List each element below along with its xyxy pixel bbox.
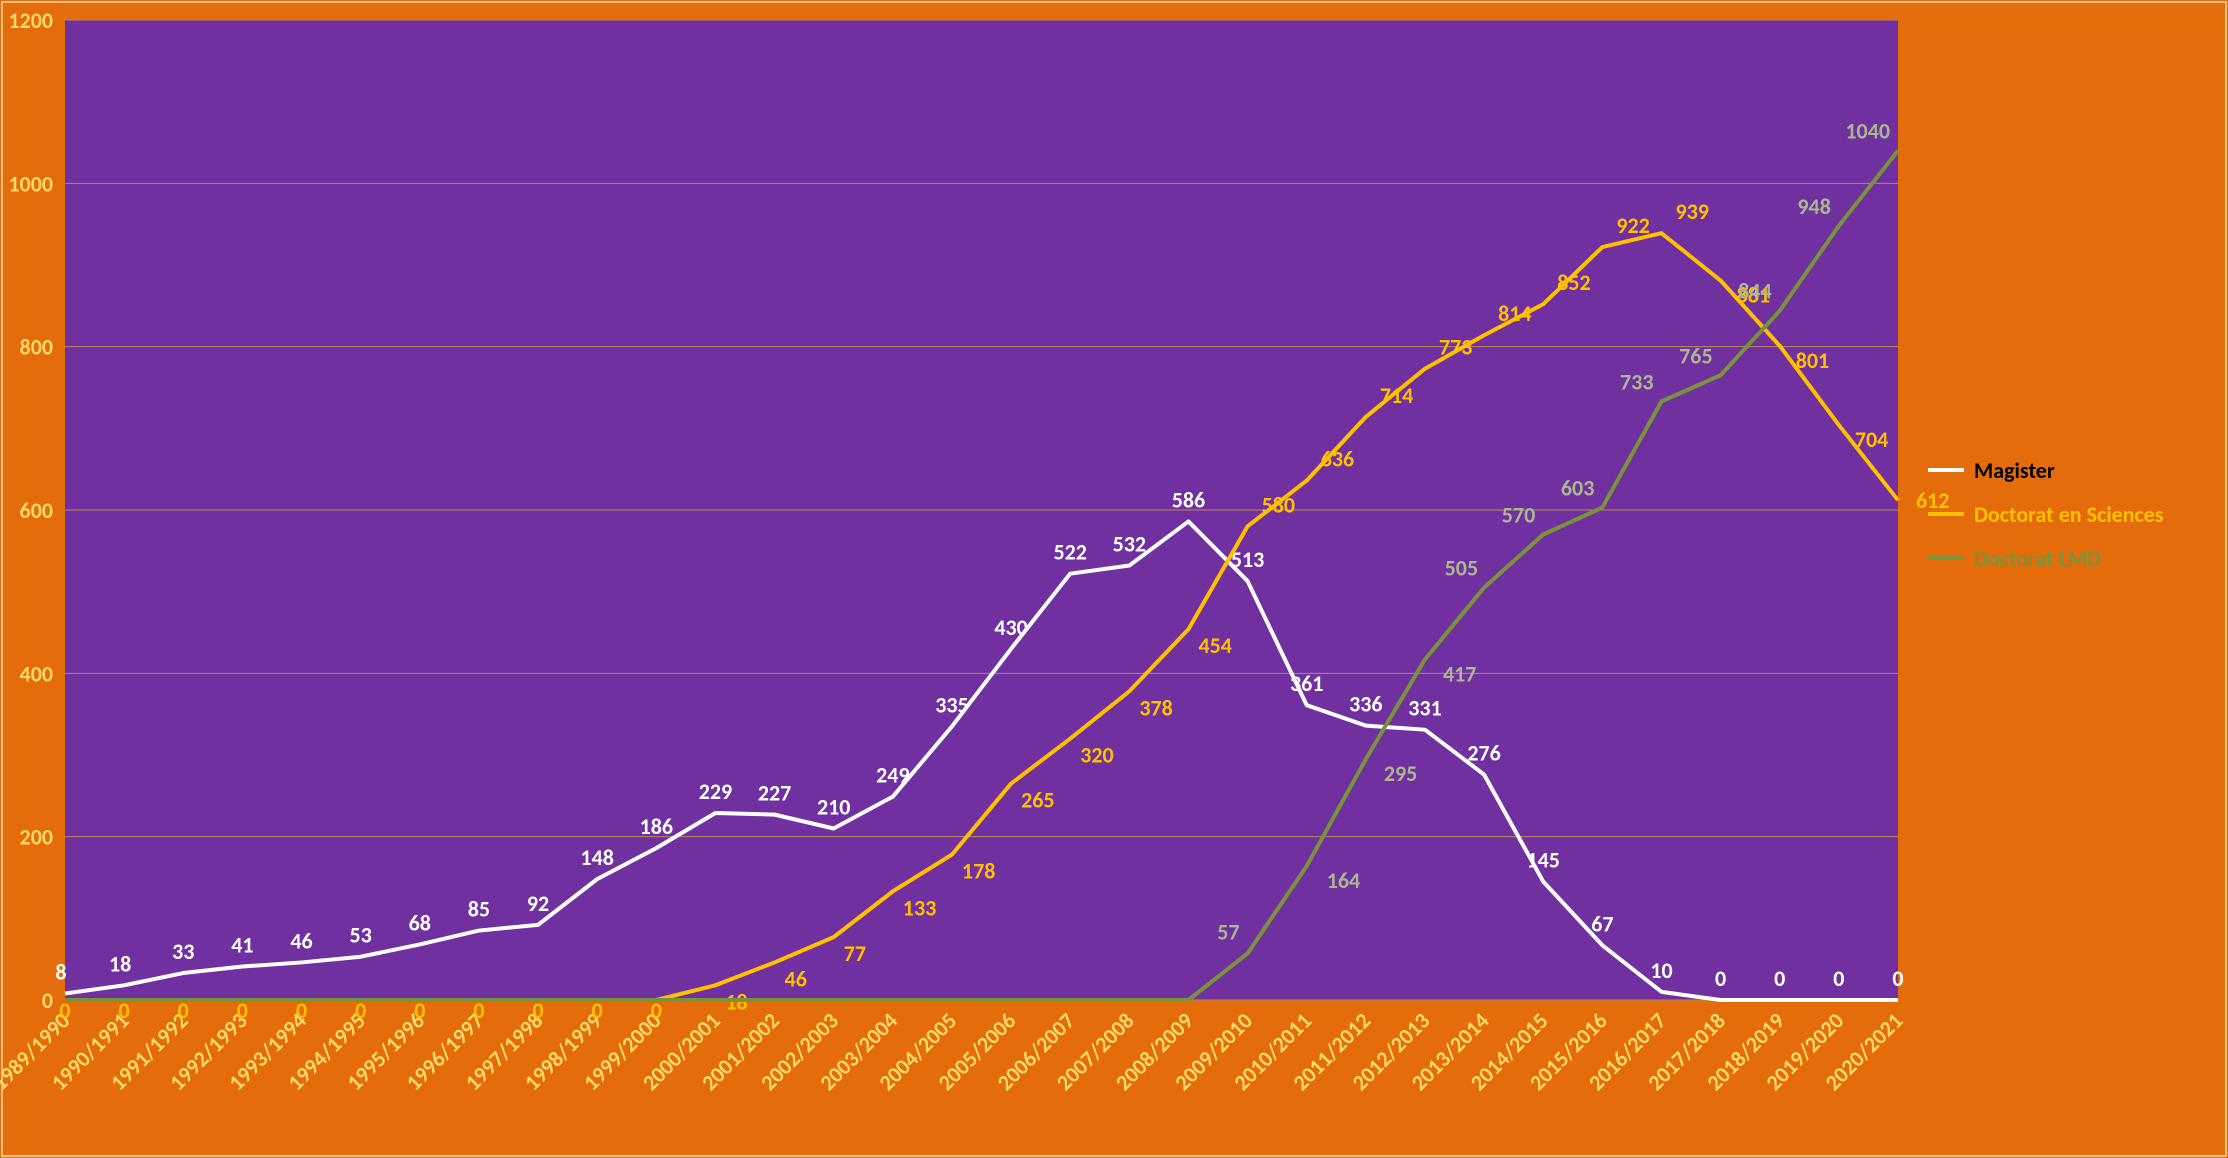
data-label: 570 — [1502, 502, 1535, 529]
data-label: 320 — [1080, 742, 1113, 769]
data-label: 227 — [758, 780, 791, 807]
data-label: 801 — [1796, 347, 1829, 374]
data-label: 18 — [109, 950, 131, 977]
data-label: 922 — [1616, 212, 1649, 239]
y-tick-label: 1000 — [8, 170, 53, 197]
data-label: 612 — [1916, 487, 1949, 514]
y-tick-label: 800 — [20, 334, 53, 361]
data-label: 0 — [1892, 965, 1903, 992]
data-label: 580 — [1262, 491, 1295, 518]
data-label: 714 — [1380, 382, 1413, 409]
data-label: 335 — [935, 691, 968, 718]
data-label: 67 — [1591, 910, 1613, 937]
data-label: 430 — [994, 614, 1027, 641]
data-label: 68 — [409, 909, 431, 936]
data-label: 0 — [1774, 965, 1785, 992]
data-label: 1040 — [1845, 118, 1890, 145]
data-label: 603 — [1561, 475, 1594, 502]
data-label: 295 — [1384, 760, 1417, 787]
data-label: 10 — [1650, 957, 1672, 984]
data-label: 148 — [580, 844, 613, 871]
data-label: 939 — [1675, 198, 1708, 225]
data-label: 0 — [1833, 965, 1844, 992]
y-tick-label: 0 — [42, 987, 53, 1014]
data-label: 164 — [1327, 867, 1360, 894]
data-label: 186 — [640, 813, 673, 840]
data-label: 46 — [290, 927, 312, 954]
legend-label: Doctorat en Sciences — [1974, 501, 2164, 528]
data-label: 276 — [1467, 740, 1500, 767]
data-label: 41 — [231, 932, 253, 959]
y-tick-label: 400 — [20, 660, 53, 687]
data-label: 133 — [903, 894, 936, 921]
data-label: 454 — [1198, 632, 1231, 659]
data-label: 53 — [349, 922, 371, 949]
data-label: 85 — [468, 896, 490, 923]
y-tick-label: 600 — [20, 497, 53, 524]
data-label: 210 — [817, 794, 850, 821]
data-label: 46 — [785, 965, 807, 992]
data-label: 532 — [1113, 531, 1146, 558]
data-label: 249 — [876, 762, 909, 789]
data-label: 814 — [1498, 300, 1531, 327]
data-label: 773 — [1439, 334, 1472, 361]
data-label: 586 — [1172, 486, 1205, 513]
data-label: 178 — [962, 858, 995, 885]
data-label: 265 — [1021, 787, 1054, 814]
data-label: 378 — [1139, 694, 1172, 721]
data-label: 77 — [844, 940, 866, 967]
data-label: 92 — [527, 890, 549, 917]
y-tick-label: 200 — [20, 824, 53, 851]
data-label: 8 — [55, 958, 66, 985]
data-label: 765 — [1679, 342, 1712, 369]
data-label: 417 — [1443, 660, 1476, 687]
data-label: 505 — [1445, 555, 1478, 582]
data-label: 948 — [1797, 193, 1830, 220]
data-label: 229 — [699, 778, 732, 805]
data-label: 336 — [1349, 691, 1382, 718]
data-label: 57 — [1217, 918, 1239, 945]
data-label: 0 — [1715, 965, 1726, 992]
legend-label: Magister — [1974, 457, 2055, 484]
data-label: 33 — [172, 938, 194, 965]
chart-container: 0200400600800100012001989/19901990/19911… — [0, 0, 2228, 1158]
data-label: 522 — [1053, 539, 1086, 566]
data-label: 733 — [1620, 368, 1653, 395]
data-label: 852 — [1557, 269, 1590, 296]
legend-label: Doctorat LMD — [1974, 545, 2101, 572]
data-label: 331 — [1408, 695, 1441, 722]
data-label: 145 — [1526, 847, 1559, 874]
data-label: 636 — [1321, 446, 1354, 473]
data-label: 704 — [1855, 426, 1888, 453]
y-tick-label: 1200 — [8, 7, 53, 34]
data-label: 844 — [1738, 278, 1771, 305]
line-chart: 0200400600800100012001989/19901990/19911… — [0, 0, 2228, 1158]
data-label: 361 — [1290, 670, 1323, 697]
